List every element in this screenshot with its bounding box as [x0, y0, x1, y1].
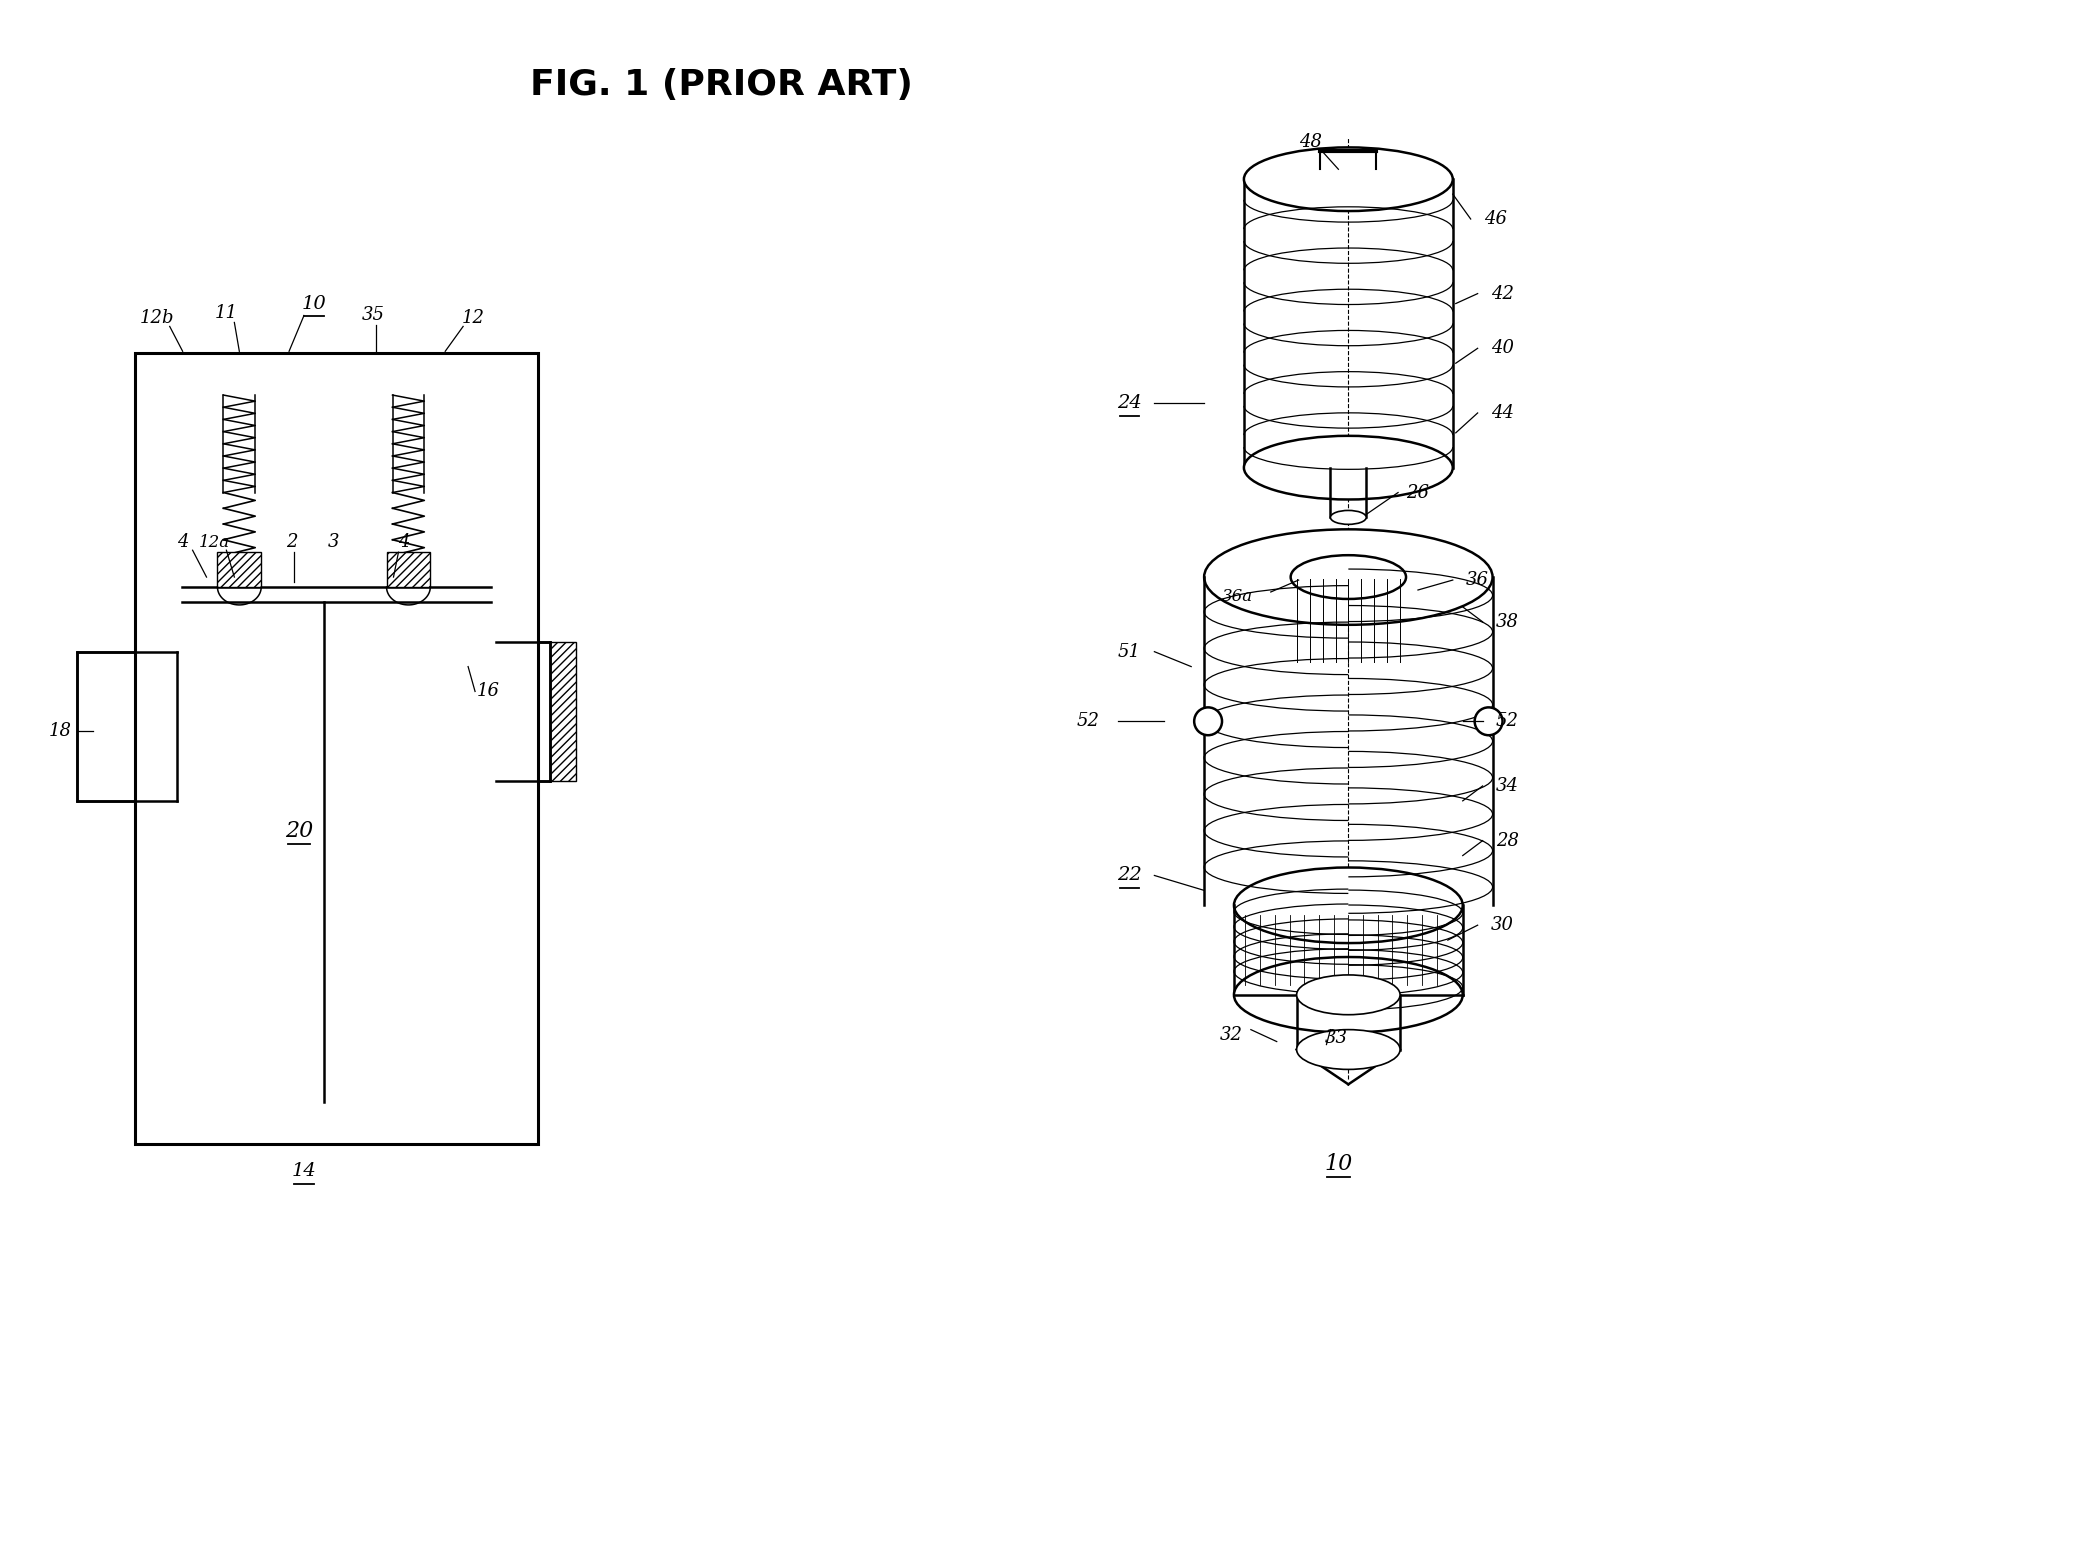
- Text: 12b: 12b: [140, 310, 175, 327]
- Text: 48: 48: [1300, 133, 1323, 152]
- Text: 42: 42: [1491, 284, 1514, 302]
- Bar: [135, 354, 177, 1145]
- Text: 26: 26: [1406, 484, 1429, 501]
- Bar: [135, 1103, 537, 1145]
- Text: 30: 30: [1491, 917, 1514, 934]
- Ellipse shape: [1204, 529, 1494, 625]
- Text: 33: 33: [1325, 1028, 1348, 1047]
- Ellipse shape: [1291, 555, 1406, 599]
- Text: 3: 3: [329, 534, 340, 551]
- Ellipse shape: [1296, 976, 1400, 1014]
- Bar: [496, 642, 575, 782]
- Ellipse shape: [1244, 147, 1452, 211]
- Bar: [177, 396, 496, 493]
- Ellipse shape: [1331, 510, 1366, 524]
- Bar: [221, 396, 258, 493]
- Text: 2: 2: [285, 534, 298, 551]
- Bar: [217, 552, 260, 586]
- Ellipse shape: [1233, 957, 1462, 1033]
- Text: 38: 38: [1496, 613, 1519, 631]
- Text: 51: 51: [1119, 642, 1141, 661]
- Text: 28: 28: [1496, 831, 1519, 850]
- Text: 24: 24: [1116, 394, 1141, 413]
- Text: 14: 14: [292, 1162, 317, 1180]
- Text: 32: 32: [1219, 1025, 1241, 1044]
- Bar: [177, 396, 496, 1103]
- Circle shape: [1475, 707, 1502, 735]
- Bar: [77, 651, 177, 800]
- Text: 12a: 12a: [198, 534, 229, 551]
- Text: 20: 20: [285, 819, 312, 842]
- Text: 46: 46: [1483, 209, 1506, 228]
- Text: 52: 52: [1077, 712, 1100, 731]
- Text: FIG. 1 (PRIOR ART): FIG. 1 (PRIOR ART): [531, 68, 912, 102]
- Text: 34: 34: [1496, 777, 1519, 796]
- Text: 22: 22: [1116, 867, 1141, 884]
- Text: 35: 35: [362, 307, 385, 324]
- Bar: [390, 396, 427, 493]
- Text: 10: 10: [302, 295, 327, 313]
- Text: 4: 4: [398, 534, 408, 551]
- Circle shape: [1194, 707, 1223, 735]
- Text: 44: 44: [1491, 403, 1514, 422]
- Bar: [310, 602, 337, 1103]
- Text: 18: 18: [48, 723, 71, 740]
- Text: 40: 40: [1491, 340, 1514, 357]
- Text: 10: 10: [1325, 1152, 1352, 1176]
- Text: 36: 36: [1466, 571, 1489, 589]
- Bar: [496, 354, 537, 1145]
- Text: 12: 12: [462, 310, 485, 327]
- Ellipse shape: [1296, 1030, 1400, 1069]
- Bar: [135, 354, 537, 1145]
- Text: 11: 11: [215, 304, 237, 323]
- Text: 16: 16: [477, 682, 500, 701]
- Text: 52: 52: [1496, 712, 1519, 731]
- Ellipse shape: [1244, 436, 1452, 499]
- Bar: [135, 354, 537, 396]
- Text: 4: 4: [177, 534, 187, 551]
- Bar: [77, 651, 135, 800]
- Ellipse shape: [1233, 867, 1462, 943]
- Text: 36a: 36a: [1221, 588, 1252, 605]
- Bar: [387, 552, 431, 586]
- Bar: [496, 642, 550, 782]
